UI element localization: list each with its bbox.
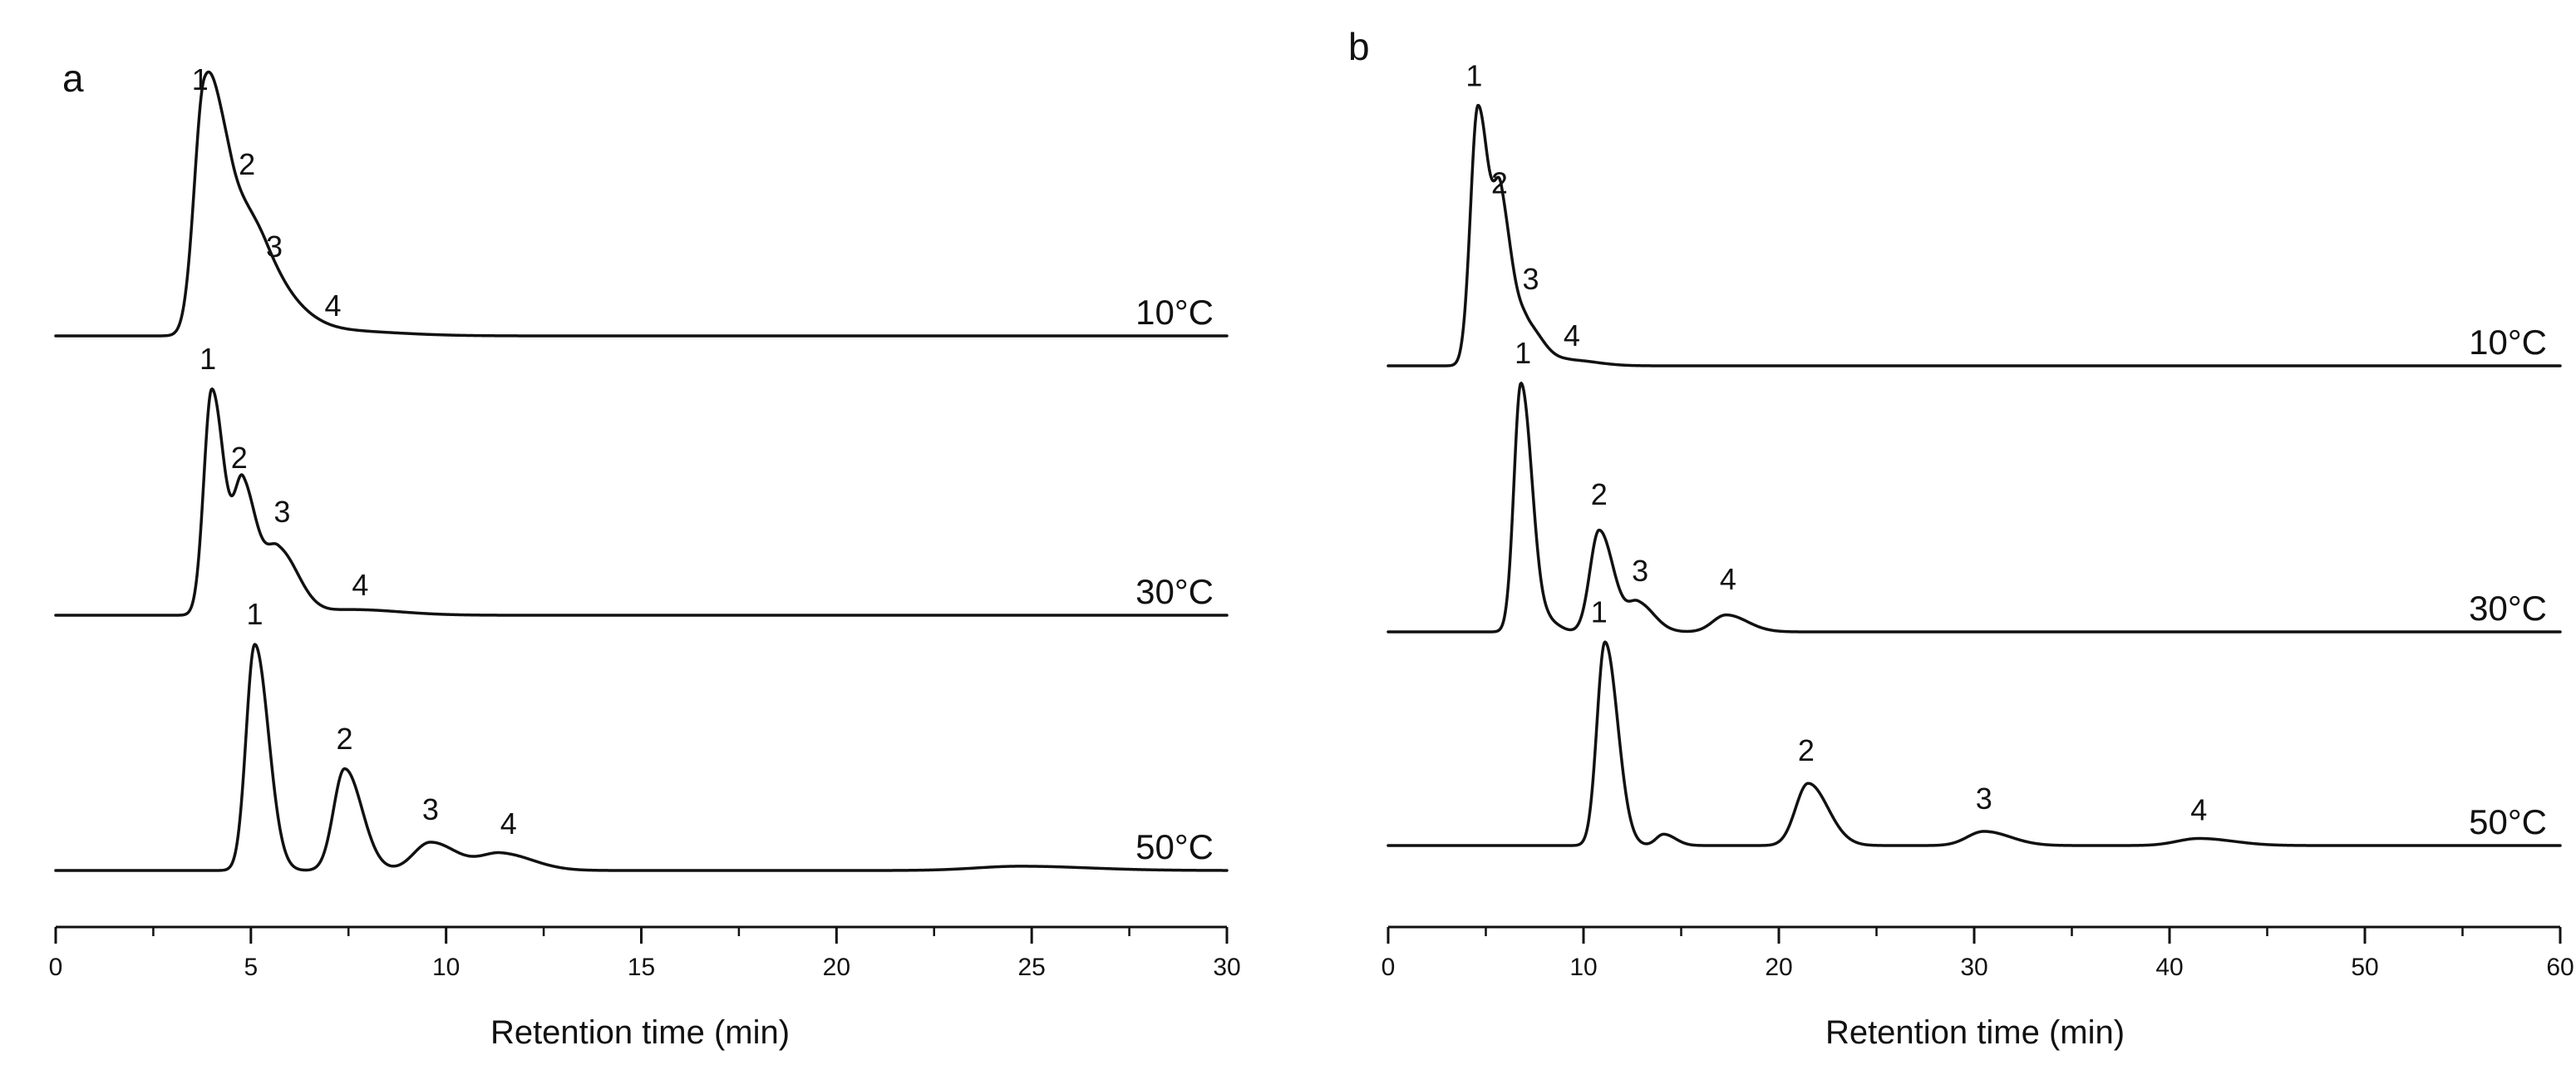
peak-label: 2 [337, 722, 353, 756]
trace-50c [1387, 640, 2562, 847]
temperature-label: 30°C [1135, 572, 1214, 611]
peak-label: 1 [192, 62, 209, 96]
x-tick-label: 60 [2546, 954, 2574, 981]
peak-label: 3 [266, 229, 283, 264]
peak-label: 2 [239, 147, 255, 181]
peak-label: 4 [324, 288, 341, 323]
panel-a: a Retention time (min) 0 5 10 15 20 25 30 10°C 1… [49, 57, 1241, 1051]
peak-label: 3 [1523, 262, 1539, 296]
x-tick-label: 10 [1569, 954, 1597, 981]
panel-label-a: a [62, 57, 84, 100]
panel-b: b Retention time (min) 0 10 20 30 40 50 60 10°C… [1348, 25, 2574, 1051]
peak-label: 4 [1720, 562, 1736, 596]
peak-label: 1 [1465, 58, 1482, 92]
peak-label: 4 [2190, 792, 2207, 826]
peak-label: 3 [1976, 782, 1992, 816]
peak-label: 1 [199, 342, 216, 376]
peak-label: 3 [1632, 554, 1648, 588]
x-tick-label: 15 [628, 954, 655, 981]
x-tick-label: 40 [2155, 954, 2183, 981]
peak-label: 2 [231, 441, 248, 475]
x-tick-label: 0 [1382, 954, 1396, 981]
peak-label: 4 [500, 806, 517, 841]
trace-30c [1387, 382, 2562, 634]
peak-label: 4 [1564, 318, 1580, 353]
trace-30c [54, 387, 1229, 617]
x-tick-label: 5 [244, 954, 258, 981]
trace-10c [54, 70, 1229, 338]
peak-label: 3 [273, 495, 290, 529]
trace-10c [1387, 104, 2562, 367]
x-tick-label: 20 [823, 954, 850, 981]
temperature-label: 10°C [1135, 293, 1214, 332]
x-tick-label: 50 [2351, 954, 2378, 981]
temperature-label: 50°C [2469, 802, 2547, 841]
peak-label: 1 [247, 597, 264, 631]
peak-label: 2 [1491, 166, 1508, 200]
peak-label: 3 [422, 792, 439, 826]
x-tick-label: 0 [49, 954, 63, 981]
temperature-label: 50°C [1135, 827, 1214, 866]
temperature-label: 30°C [2469, 589, 2547, 628]
peak-label: 2 [1798, 733, 1815, 767]
x-axis-title-b: Retention time (min) [1825, 1014, 2125, 1051]
trace-50c [54, 643, 1229, 872]
peak-label: 1 [1591, 594, 1608, 629]
x-tick-label: 10 [432, 954, 460, 981]
peak-label: 1 [1515, 336, 1531, 370]
x-tick-label: 30 [1213, 954, 1240, 981]
x-axis-title-a: Retention time (min) [490, 1014, 790, 1051]
temperature-label: 10°C [2469, 323, 2547, 362]
x-tick-label: 20 [1765, 954, 1792, 981]
x-tick-label: 25 [1017, 954, 1045, 981]
peak-label: 2 [1591, 477, 1608, 511]
x-tick-label: 30 [1960, 954, 1987, 981]
peak-label: 4 [352, 568, 368, 602]
panel-label-b: b [1348, 25, 1370, 68]
